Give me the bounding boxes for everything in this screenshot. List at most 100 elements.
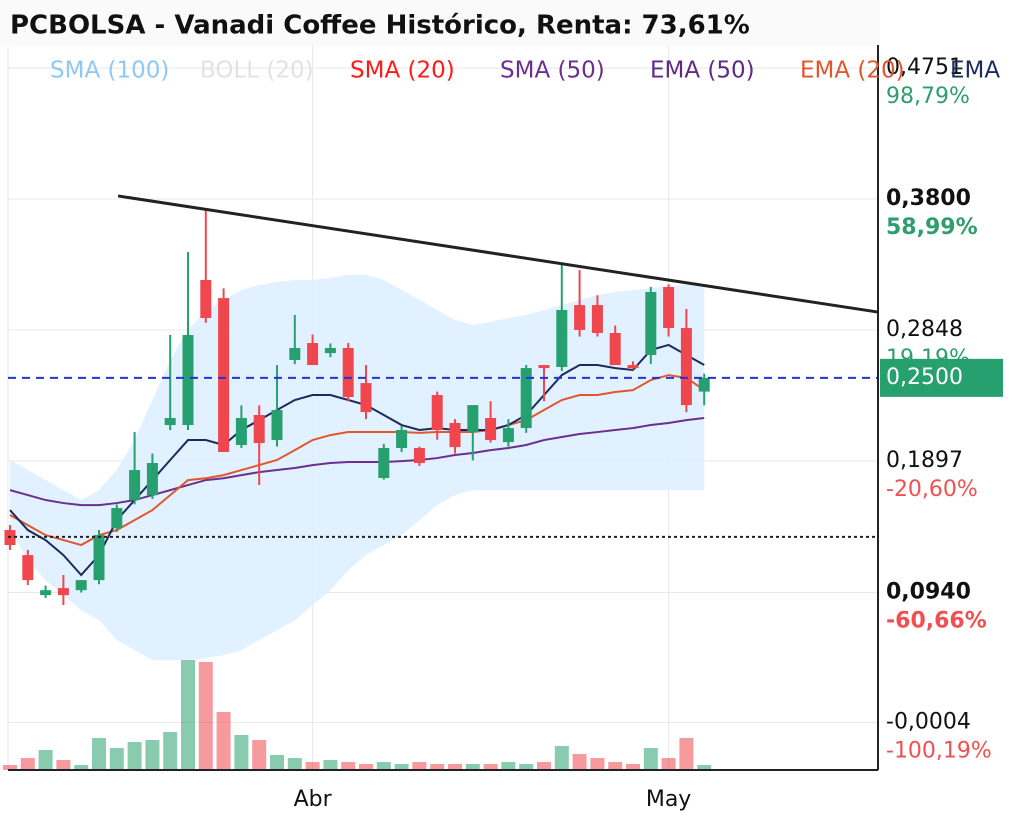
candle-body: [75, 580, 87, 591]
volume-bar: [590, 758, 605, 770]
legend-entry: EMA: [950, 58, 1000, 84]
volume-bar: [287, 758, 302, 770]
candle-body: [627, 365, 639, 369]
candle-body: [538, 365, 550, 369]
candle-body: [609, 332, 621, 366]
candle-body: [449, 422, 461, 448]
volume-bar: [376, 762, 391, 770]
current-price-label: 0,2500: [886, 365, 963, 390]
candle-body: [396, 429, 408, 449]
y-tick-percent: -60,66%: [886, 608, 987, 633]
legend-entry: EMA (50): [650, 58, 755, 84]
candle-body: [680, 328, 692, 406]
y-tick-label: 0,1897: [886, 448, 963, 473]
candle-body: [307, 343, 319, 366]
volume-bar: [501, 762, 516, 770]
volume-bar: [643, 748, 658, 770]
candle-body: [574, 305, 586, 330]
volume-bar: [20, 758, 35, 770]
y-tick-percent: -20,60%: [886, 477, 978, 502]
chart-title: PCBOLSA - Vanadi Coffee Histórico, Renta…: [10, 11, 750, 41]
volume-bar: [38, 750, 53, 770]
volume-bar: [216, 712, 231, 770]
indicator-line: [9, 343, 705, 577]
candle-body: [467, 405, 479, 433]
candle-body: [93, 535, 105, 581]
candle-body: [324, 347, 336, 354]
volume-bar: [323, 760, 338, 770]
x-tick-label: May: [646, 787, 691, 812]
y-tick-label: -0,0004: [886, 709, 971, 734]
volume-bar: [679, 738, 694, 770]
candle-body: [645, 291, 657, 356]
candle-body: [413, 448, 425, 464]
x-tick-label: Abr: [294, 787, 333, 812]
y-tick-percent: 98,79%: [886, 84, 970, 109]
volume-bar: [305, 762, 320, 770]
volume-bar: [252, 740, 267, 770]
volume-bar: [145, 740, 160, 770]
legend-entry: SMA (50): [500, 58, 605, 84]
legend-entry: BOLL (20): [200, 58, 314, 84]
legend-entry: SMA (20): [350, 58, 455, 84]
trendline: [117, 194, 879, 314]
indicator-line: [9, 374, 705, 547]
candle-body: [253, 414, 265, 444]
volume-bar: [661, 758, 676, 770]
volume-bar: [394, 764, 409, 770]
candle-body: [182, 335, 194, 426]
legend-entry: SMA (100): [50, 58, 169, 84]
volume-bar: [626, 764, 640, 770]
volume-bar: [537, 762, 551, 770]
candle-body: [40, 590, 52, 596]
volume-bar: [198, 662, 213, 770]
y-tick-label: 0,4751: [886, 55, 963, 80]
volume-bar: [412, 762, 427, 770]
volume-bar: [448, 764, 462, 770]
volume-bar: [465, 764, 480, 770]
volume-bar: [483, 764, 498, 770]
candle-body: [57, 588, 69, 596]
candle-body: [698, 377, 710, 392]
volume-bar: [234, 735, 249, 770]
candle-body: [146, 463, 158, 496]
y-tick-label: 0,0940: [886, 579, 971, 604]
y-tick-percent: 58,99%: [886, 215, 978, 240]
volume-bar: [56, 760, 71, 770]
volume-bar: [341, 762, 356, 770]
y-tick-percent: -100,19%: [886, 738, 992, 763]
volume-bar: [3, 765, 17, 770]
candle-body: [378, 448, 390, 479]
volume-bar: [163, 732, 178, 770]
candle-body: [431, 395, 443, 430]
volume-bar: [697, 765, 712, 770]
volume-bar: [74, 765, 89, 770]
volume-bar: [127, 742, 142, 770]
title-bar: [0, 0, 880, 46]
candle-body: [663, 287, 675, 329]
volume-bar: [430, 764, 445, 770]
candle-body: [111, 508, 123, 529]
volume-bar: [181, 660, 195, 770]
candle-body: [360, 383, 372, 413]
candle-body: [502, 428, 514, 443]
volume-bar: [359, 764, 373, 770]
volume-bar: [270, 755, 284, 770]
candle-body: [591, 305, 603, 333]
volume-bar: [572, 754, 587, 770]
candle-body: [164, 418, 176, 426]
volume-bar: [92, 738, 106, 770]
candle-body: [200, 280, 212, 318]
candle-body: [218, 298, 230, 453]
volume-bar: [554, 746, 569, 770]
candle-body: [235, 418, 247, 445]
candle-body: [556, 310, 568, 367]
candle-body: [520, 368, 532, 429]
candle-body: [289, 347, 301, 360]
candle-body: [342, 347, 354, 397]
candle-body: [271, 410, 283, 441]
volume-bar: [519, 764, 534, 770]
candle-body: [22, 555, 34, 581]
indicator-line: [9, 417, 705, 507]
